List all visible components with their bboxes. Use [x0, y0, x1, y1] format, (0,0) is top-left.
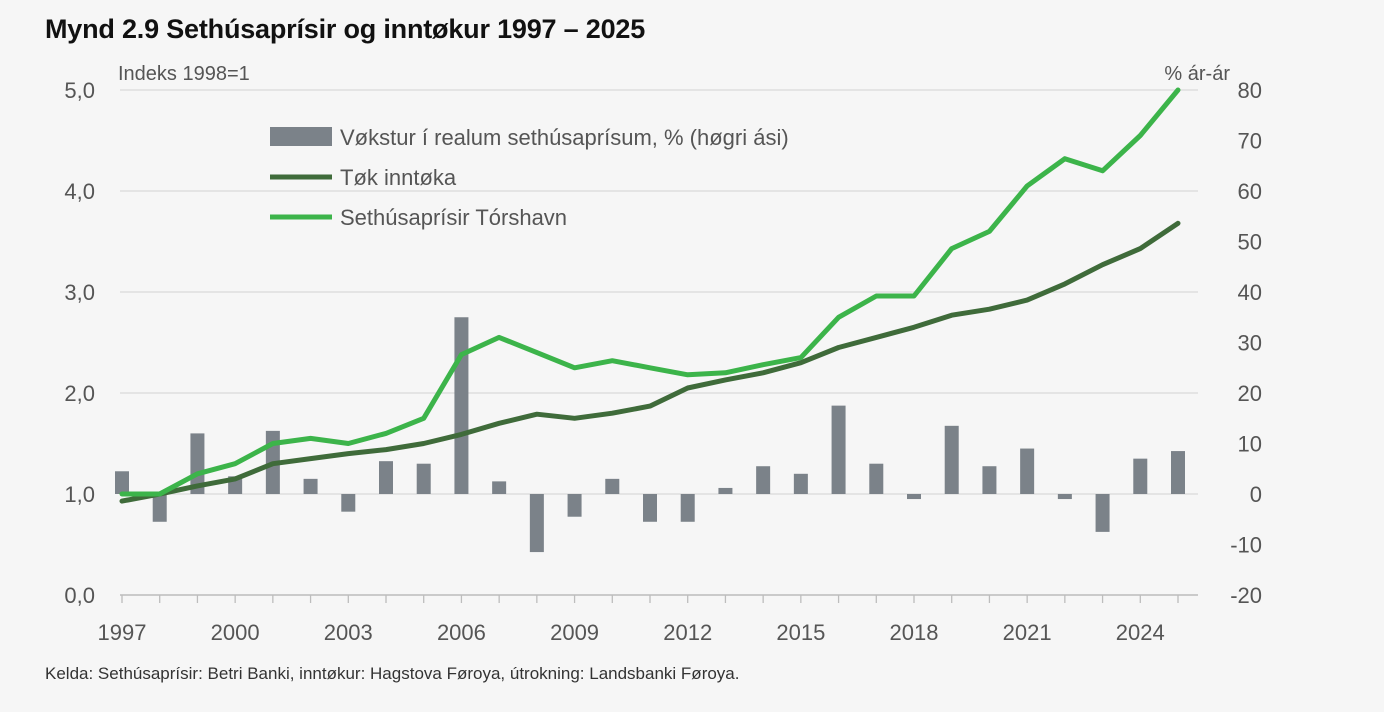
x-tick-label: 2021	[1003, 620, 1052, 645]
left-tick-label: 0,0	[64, 583, 95, 608]
bar-series	[115, 317, 1185, 553]
x-tick-label: 1997	[98, 620, 147, 645]
bar-2023	[1095, 494, 1110, 532]
bar-2019	[944, 425, 959, 494]
bar-2017	[869, 463, 884, 494]
legend-label-income: Tøk inntøka	[340, 165, 457, 190]
left-tick-label: 4,0	[64, 179, 95, 204]
right-tick-label: 20	[1238, 381, 1262, 406]
x-tick-label: 2012	[663, 620, 712, 645]
x-tick-label: 2024	[1116, 620, 1165, 645]
right-tick-label: 10	[1238, 432, 1262, 457]
bar-2025	[1171, 451, 1185, 494]
left-axis-label: Indeks 1998=1	[118, 63, 250, 85]
line-series	[119, 87, 1181, 504]
bar-1998	[152, 494, 167, 522]
bar-2020	[982, 466, 997, 494]
right-tick-label: 30	[1238, 331, 1262, 356]
bar-1999	[190, 433, 205, 494]
right-tick-label: 40	[1238, 280, 1262, 305]
bar-2013	[718, 487, 733, 494]
right-tick-label: 50	[1238, 230, 1262, 255]
x-tick-label: 2003	[324, 620, 373, 645]
bar-2004	[379, 461, 393, 494]
x-tick-label: 2006	[437, 620, 486, 645]
right-tick-label: 60	[1238, 179, 1262, 204]
left-tick-label: 1,0	[64, 482, 95, 507]
bar-2010	[605, 478, 620, 494]
x-tick-label: 2018	[890, 620, 939, 645]
right-tick-label: -10	[1230, 533, 1262, 558]
right-tick-label: 70	[1238, 129, 1262, 154]
right-tick-label: 0	[1250, 482, 1262, 507]
axes: 0,0 1,0 2,0 3,0 4,0 5,0 -20 -10 0 10 20 30 40 50 60 70 8…	[64, 78, 1262, 645]
legend-swatch-bars	[270, 127, 332, 146]
bar-2007	[492, 481, 507, 494]
source-note: Kelda: Sethúsaprísir: Betri Banki, inntø…	[45, 664, 740, 683]
bar-2016	[831, 405, 846, 494]
right-axis-label: % ár-ár	[1164, 63, 1230, 85]
left-tick-label: 5,0	[64, 78, 95, 103]
right-tick-label: -20	[1230, 583, 1262, 608]
bar-2018	[907, 494, 921, 500]
bar-2003	[341, 494, 356, 512]
gridlines	[120, 89, 1198, 596]
right-tick-label: 80	[1238, 78, 1262, 103]
legend-label-bars: Vøkstur í realum sethúsaprísum, % (høgri…	[340, 125, 789, 150]
bar-1997	[115, 471, 129, 494]
legend-label-prices: Sethúsaprísir Tórshavn	[340, 205, 567, 230]
bar-2008	[529, 494, 544, 553]
x-tick-label: 2000	[211, 620, 260, 645]
line-house-prices	[119, 87, 1181, 497]
bar-2009	[567, 494, 582, 517]
left-tick-label: 3,0	[64, 280, 95, 305]
x-tick-label: 2009	[550, 620, 599, 645]
bar-2012	[680, 494, 695, 522]
bar-2024	[1133, 458, 1148, 494]
bar-2005	[416, 463, 431, 494]
legend: Vøkstur í realum sethúsaprísum, % (høgri…	[270, 125, 789, 230]
bar-2011	[643, 494, 657, 522]
bar-2022	[1057, 494, 1072, 500]
bar-2006	[454, 317, 469, 494]
chart-title: Mynd 2.9 Sethúsaprísir og inntøkur 1997 …	[45, 14, 646, 44]
bar-2021	[1020, 448, 1035, 494]
bar-2014	[756, 466, 771, 494]
x-tick-label: 2015	[776, 620, 825, 645]
bar-2002	[303, 478, 318, 494]
left-tick-label: 2,0	[64, 381, 95, 406]
line-income	[119, 220, 1181, 504]
bar-2015	[793, 473, 808, 494]
